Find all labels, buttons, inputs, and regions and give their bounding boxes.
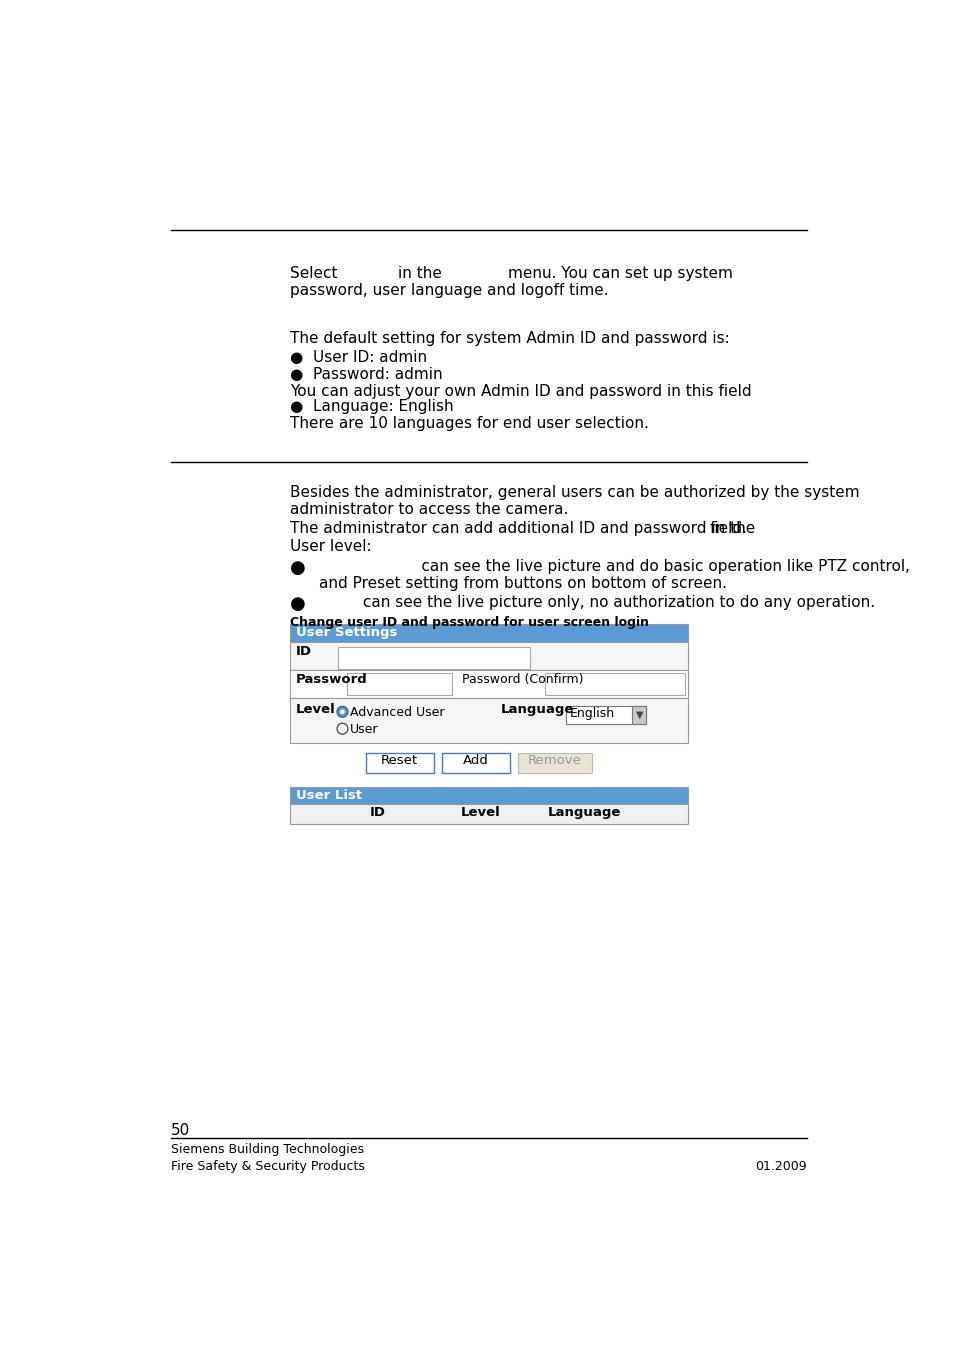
Bar [290, 805, 687, 825]
Circle shape [336, 706, 348, 717]
Bar [441, 753, 509, 774]
Bar [290, 698, 687, 743]
Bar [290, 670, 687, 698]
Text: can see the live picture and do basic operation like PTZ control,: can see the live picture and do basic op… [319, 559, 909, 574]
Bar [545, 674, 684, 695]
Text: Reset: Reset [381, 755, 418, 767]
Text: ●: ● [290, 595, 305, 613]
Text: Advanced User: Advanced User [350, 706, 444, 720]
Text: Level: Level [460, 806, 500, 818]
Text: Fire Safety & Security Products: Fire Safety & Security Products [171, 1160, 365, 1173]
Text: password, user language and logoff time.: password, user language and logoff time. [290, 284, 608, 298]
Text: in the: in the [397, 266, 441, 281]
Text: ●  User ID: admin: ● User ID: admin [290, 350, 426, 365]
Text: ●: ● [290, 559, 305, 578]
Bar [517, 753, 592, 774]
Text: The default setting for system Admin ID and password is:: The default setting for system Admin ID … [290, 331, 729, 347]
Text: ID: ID [295, 645, 312, 657]
Text: There are 10 languages for end user selection.: There are 10 languages for end user sele… [290, 416, 648, 431]
Text: 50: 50 [171, 1123, 191, 1138]
Text: administrator to access the camera.: administrator to access the camera. [290, 502, 568, 517]
Text: Language: Language [500, 703, 574, 717]
Text: Language: Language [547, 806, 620, 818]
Text: ▼: ▼ [635, 710, 642, 720]
Bar [347, 674, 452, 695]
Text: Remove: Remove [527, 755, 581, 767]
Text: ID: ID [369, 806, 385, 818]
Text: ●  Password: admin: ● Password: admin [290, 367, 442, 382]
Text: Level: Level [295, 703, 335, 717]
Circle shape [340, 710, 344, 714]
Circle shape [336, 724, 348, 734]
Text: Password (Confirm): Password (Confirm) [461, 672, 582, 686]
Text: You can adjust your own Admin ID and password in this field: You can adjust your own Admin ID and pas… [290, 383, 751, 398]
Text: User Settings: User Settings [295, 625, 396, 639]
Bar [565, 706, 645, 724]
Text: User List: User List [295, 788, 362, 802]
Text: can see the live picture only, no authorization to do any operation.: can see the live picture only, no author… [319, 595, 875, 610]
Text: 01.2009: 01.2009 [754, 1160, 806, 1173]
Text: User level:: User level: [290, 539, 371, 555]
Bar [290, 787, 687, 805]
Text: Besides the administrator, general users can be authorized by the system: Besides the administrator, general users… [290, 486, 859, 501]
Bar [632, 706, 645, 724]
Text: menu. You can set up system: menu. You can set up system [508, 266, 733, 281]
Bar [337, 647, 530, 668]
Text: The administrator can add additional ID and password in the: The administrator can add additional ID … [290, 521, 754, 536]
Text: Siemens Building Technologies: Siemens Building Technologies [171, 1143, 364, 1156]
Text: field.: field. [709, 521, 747, 536]
Text: Select: Select [290, 266, 337, 281]
Bar [290, 624, 687, 643]
Text: ●  Language: English: ● Language: English [290, 400, 453, 414]
Text: Password: Password [295, 672, 367, 686]
Text: Add: Add [462, 755, 488, 767]
Text: User: User [350, 724, 378, 736]
Text: Change user ID and password for user screen login: Change user ID and password for user scr… [290, 617, 648, 629]
Text: and Preset setting from buttons on bottom of screen.: and Preset setting from buttons on botto… [319, 576, 726, 591]
Bar [365, 753, 434, 774]
Bar [290, 643, 687, 670]
Text: English: English [569, 707, 614, 720]
